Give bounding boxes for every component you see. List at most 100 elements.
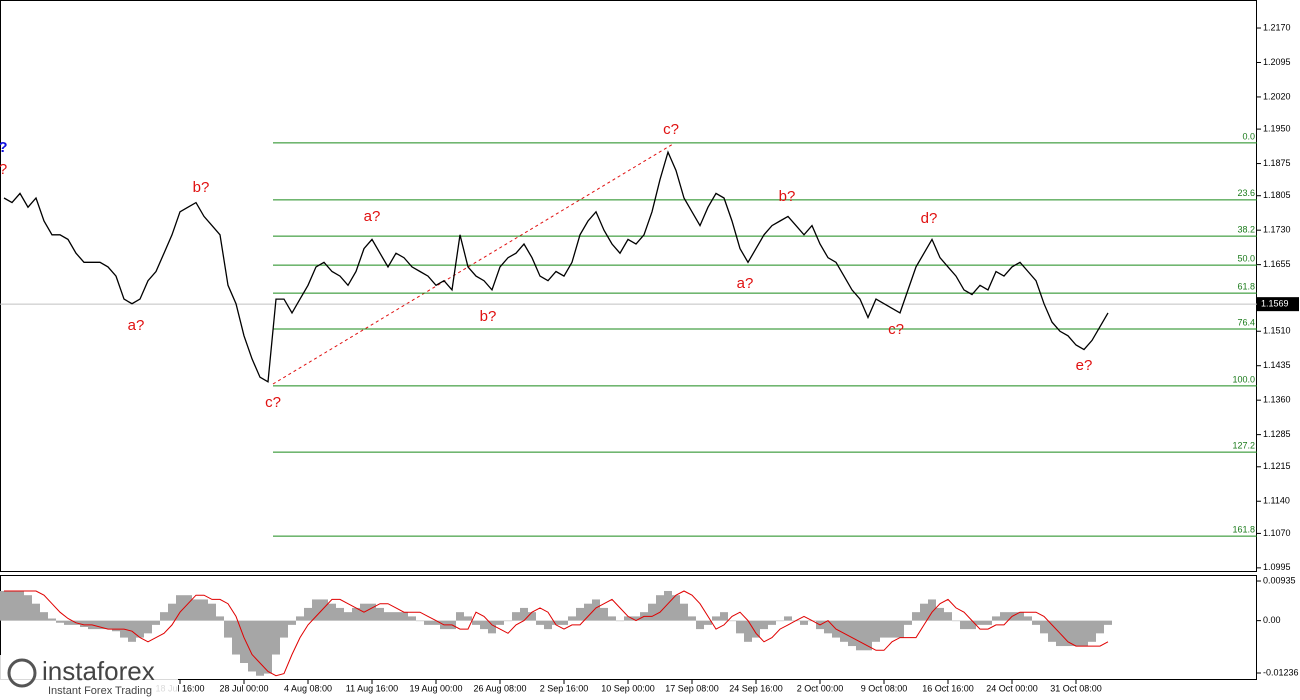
oscillator-panel-frame	[0, 575, 1257, 680]
price-panel-frame	[0, 0, 1257, 572]
histogram-bar	[920, 603, 928, 621]
histogram-bar	[776, 620, 784, 622]
histogram-bar	[592, 599, 600, 621]
histogram-bar	[1024, 616, 1032, 621]
histogram-bar	[536, 620, 544, 625]
wave-label: a?	[364, 208, 381, 225]
histogram-bar	[968, 620, 976, 630]
y-tick-label: 0.00935	[1263, 575, 1296, 585]
y-tick-label: 1.1285	[1263, 429, 1291, 439]
histogram-bar	[304, 607, 312, 621]
histogram-bar	[504, 620, 512, 622]
histogram-bar	[896, 620, 904, 638]
histogram-bar	[248, 620, 256, 672]
histogram-bar	[616, 620, 624, 622]
histogram-bar	[1016, 612, 1024, 621]
fib-level-label: 100.0	[1232, 374, 1255, 384]
histogram-bar	[160, 612, 168, 621]
histogram-bar	[384, 612, 392, 621]
histogram-bar	[584, 603, 592, 621]
y-tick-label: 1.1435	[1263, 360, 1291, 370]
histogram-bar	[144, 620, 152, 634]
histogram-bar	[184, 595, 192, 621]
histogram-bar	[728, 620, 736, 622]
fib-level-label: 0.0	[1242, 131, 1255, 141]
y-tick-label: 1.1805	[1263, 190, 1291, 200]
histogram-bar	[984, 620, 992, 625]
x-tick-label: 2 Oct 00:00	[797, 683, 844, 693]
histogram-bar	[176, 595, 184, 621]
histogram-bar	[96, 620, 104, 630]
histogram-bar	[192, 599, 200, 621]
histogram-bar	[496, 620, 504, 625]
y-tick-label: 1.1360	[1263, 395, 1291, 405]
signal-line	[4, 590, 1109, 677]
logo: instaforex Instant Forex Trading	[0, 655, 178, 700]
histogram-bar	[856, 620, 864, 651]
histogram-bar	[824, 620, 832, 634]
histogram-bar	[656, 595, 664, 621]
y-tick-label: 1.2020	[1263, 91, 1291, 101]
histogram-bar	[1048, 620, 1056, 642]
histogram-bar	[712, 616, 720, 621]
histogram-bar	[576, 607, 584, 621]
histogram-bar	[200, 599, 208, 621]
logo-icon	[7, 658, 37, 688]
histogram-bar	[16, 590, 24, 621]
histogram-bar	[888, 620, 896, 638]
histogram-bar	[1000, 612, 1008, 621]
histogram-bar	[744, 620, 752, 642]
y-tick-label: 1.1950	[1263, 123, 1291, 133]
y-tick-label: 1.1875	[1263, 158, 1291, 168]
wave-label: a?	[128, 317, 145, 334]
histogram-bar	[696, 620, 704, 630]
histogram-bar	[256, 620, 264, 676]
histogram-bar	[1064, 620, 1072, 647]
histogram-bar	[272, 620, 280, 655]
histogram-bar	[992, 616, 1000, 621]
fib-level-label: 76.4	[1237, 317, 1255, 327]
logo-brand: instaforex	[42, 656, 155, 686]
histogram-bar	[408, 616, 416, 621]
x-tick-label: 9 Oct 08:00	[861, 683, 908, 693]
y-tick-label: 1.0995	[1263, 562, 1291, 572]
x-tick-label: 28 Jul 00:00	[219, 683, 268, 693]
fib-level-label: 50.0	[1237, 253, 1255, 263]
histogram-bar	[312, 599, 320, 621]
y-tick-label: -0.01236	[1263, 667, 1299, 677]
histogram-bar	[560, 620, 568, 625]
logo-tagline: Instant Forex Trading	[48, 685, 152, 697]
y-tick-label: 1.1730	[1263, 225, 1291, 235]
histogram-bar	[864, 620, 872, 651]
histogram-bar	[952, 620, 960, 622]
histogram-bar	[608, 616, 616, 621]
histogram-bar	[944, 612, 952, 621]
histogram-bar	[288, 620, 296, 625]
x-tick-label: 11 Aug 16:00	[346, 683, 398, 693]
histogram-bar	[456, 612, 464, 621]
x-tick-label: 2 Sep 16:00	[540, 683, 589, 693]
histogram-bar	[784, 616, 792, 621]
fib-level-label: 127.2	[1232, 440, 1255, 450]
x-tick-label: 17 Sep 08:00	[665, 683, 719, 693]
histogram-bar	[680, 603, 688, 621]
histogram-bar	[552, 620, 560, 625]
histogram-bar	[688, 616, 696, 621]
histogram-bar	[488, 620, 496, 634]
wave-label: ?	[0, 139, 8, 156]
histogram-bar	[240, 620, 248, 664]
histogram-bar	[720, 612, 728, 621]
x-tick-label: 18 Jul 16:00	[155, 683, 204, 693]
wave-label: c?	[265, 394, 281, 411]
histogram-bar	[568, 616, 576, 621]
fib-level-label: 61.8	[1237, 281, 1255, 291]
y-tick-label: 1.1215	[1263, 461, 1291, 471]
wave-label: d?	[921, 210, 938, 227]
histogram-bar	[880, 620, 888, 638]
y-tick-label: 1.2095	[1263, 57, 1291, 67]
histogram-bar	[464, 616, 472, 621]
histogram-bar	[648, 603, 656, 621]
histogram-bar	[976, 620, 984, 625]
histogram-bar	[664, 590, 672, 621]
